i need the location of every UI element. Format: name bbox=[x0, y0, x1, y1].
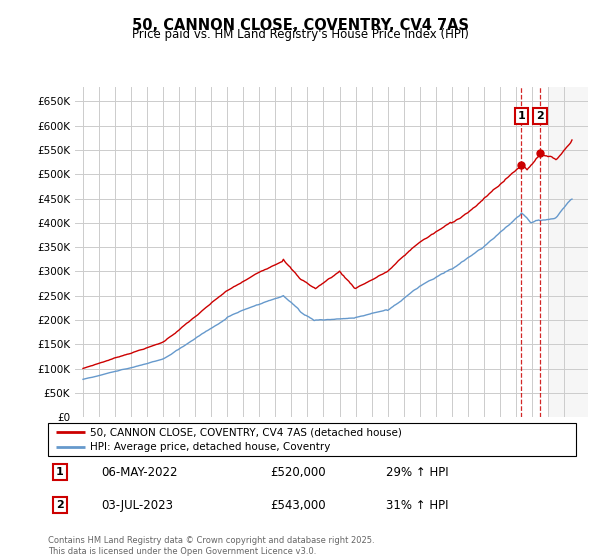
Text: 2: 2 bbox=[56, 500, 64, 510]
Text: £520,000: £520,000 bbox=[270, 465, 325, 479]
Text: 29% ↑ HPI: 29% ↑ HPI bbox=[386, 465, 449, 479]
Text: 1: 1 bbox=[56, 467, 64, 477]
Text: £543,000: £543,000 bbox=[270, 498, 325, 512]
Text: 50, CANNON CLOSE, COVENTRY, CV4 7AS (detached house): 50, CANNON CLOSE, COVENTRY, CV4 7AS (det… bbox=[90, 427, 402, 437]
Text: Price paid vs. HM Land Registry's House Price Index (HPI): Price paid vs. HM Land Registry's House … bbox=[131, 28, 469, 41]
Text: 06-MAY-2022: 06-MAY-2022 bbox=[101, 465, 178, 479]
Text: Contains HM Land Registry data © Crown copyright and database right 2025.
This d: Contains HM Land Registry data © Crown c… bbox=[48, 536, 374, 556]
FancyBboxPatch shape bbox=[48, 423, 576, 456]
Text: 50, CANNON CLOSE, COVENTRY, CV4 7AS: 50, CANNON CLOSE, COVENTRY, CV4 7AS bbox=[131, 18, 469, 33]
Text: 03-JUL-2023: 03-JUL-2023 bbox=[101, 498, 173, 512]
Text: 2: 2 bbox=[536, 111, 544, 121]
Text: 31% ↑ HPI: 31% ↑ HPI bbox=[386, 498, 448, 512]
Text: HPI: Average price, detached house, Coventry: HPI: Average price, detached house, Cove… bbox=[90, 442, 331, 452]
Bar bbox=[548, 87, 588, 417]
Text: 1: 1 bbox=[518, 111, 526, 121]
